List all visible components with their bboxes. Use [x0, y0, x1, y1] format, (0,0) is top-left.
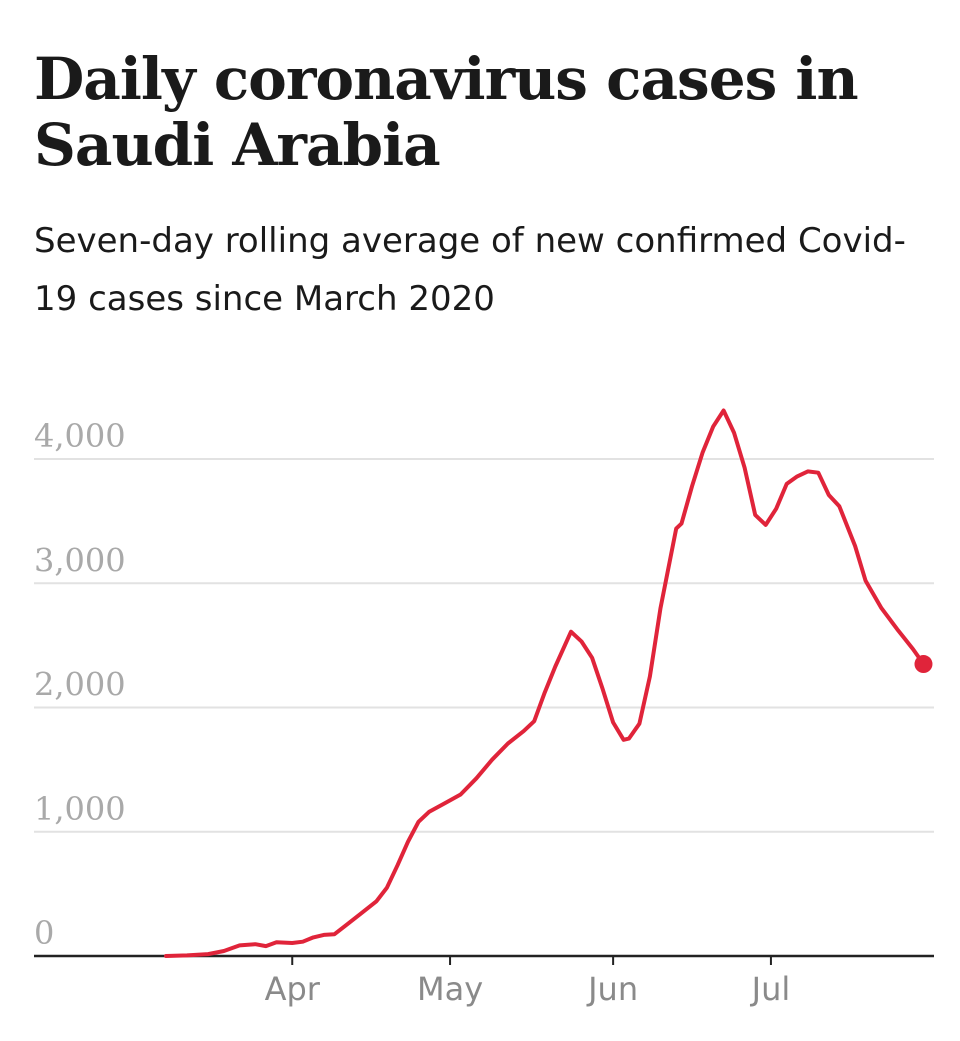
x-tick-label: Apr — [265, 970, 321, 1008]
x-tick-label: Jun — [586, 970, 638, 1008]
series-line — [164, 408, 926, 958]
gridlines — [34, 458, 934, 833]
y-tick-label: 1,000 — [34, 790, 126, 828]
chart-subtitle: Seven-day rolling average of new confirm… — [34, 221, 906, 319]
y-tick-label: 2,000 — [34, 666, 126, 704]
y-tick-label: 3,000 — [34, 541, 126, 579]
x-axis-ticks: Apr May Jun Jul — [265, 956, 791, 1008]
chart-title: Daily coronavirus cases in Saudi Arabia — [34, 45, 859, 179]
end-point-marker — [914, 655, 933, 674]
x-tick-label: May — [417, 970, 483, 1008]
y-tick-label: 4,000 — [34, 417, 126, 455]
y-axis-ticks: 0 1,000 2,000 3,000 4,000 — [34, 417, 126, 952]
y-tick-label: 0 — [34, 914, 54, 952]
x-tick-label: Jul — [750, 970, 791, 1008]
